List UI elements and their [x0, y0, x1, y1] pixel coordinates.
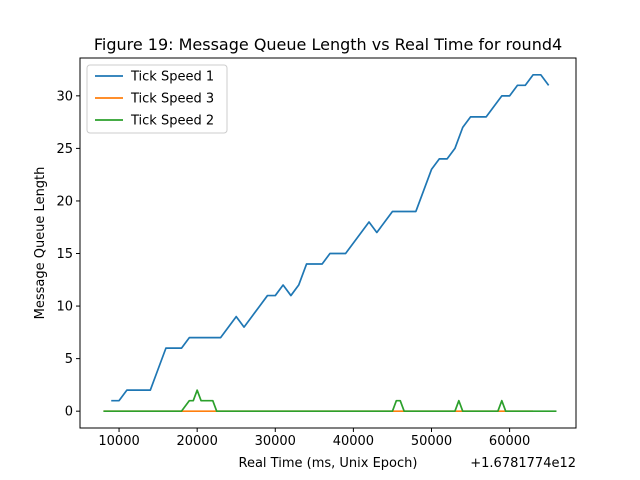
x-tick-label: 10000	[98, 434, 139, 449]
y-tick-label: 30	[56, 89, 73, 104]
series-line-3	[103, 389, 557, 413]
x-tick-label: 40000	[333, 434, 374, 449]
y-tick-label: 5	[65, 352, 73, 367]
legend-label-3: Tick Speed 2	[130, 114, 214, 129]
chart-title: Figure 19: Message Queue Length vs Real …	[94, 35, 562, 54]
legend: Tick Speed 1 Tick Speed 3 Tick Speed 2	[86, 64, 228, 134]
x-axis: 10000 20000 30000 40000 50000 60000	[98, 428, 530, 449]
x-axis-offset-label: +1.6781774e12	[470, 456, 576, 471]
x-tick-label: 60000	[489, 434, 530, 449]
x-axis-label: Real Time (ms, Unix Epoch)	[239, 456, 418, 471]
legend-box	[86, 64, 228, 134]
legend-label-2: Tick Speed 3	[130, 92, 214, 107]
series-line-1	[111, 73, 550, 402]
y-tick-label: 0	[65, 405, 73, 420]
y-tick-label: 15	[56, 247, 73, 262]
plot-frame	[79, 57, 577, 429]
x-tick-label: 20000	[176, 434, 217, 449]
y-tick-label: 20	[56, 194, 73, 209]
series-layer	[103, 73, 557, 413]
x-tick-label: 30000	[255, 434, 296, 449]
y-axis-label: Message Queue Length	[33, 167, 48, 320]
legend-label-1: Tick Speed 1	[130, 70, 214, 85]
y-tick-label: 10	[56, 300, 73, 315]
x-tick-label: 50000	[411, 434, 452, 449]
y-tick-label: 25	[56, 142, 73, 157]
y-axis: 0 5 10 15 20 25 30	[56, 89, 80, 420]
